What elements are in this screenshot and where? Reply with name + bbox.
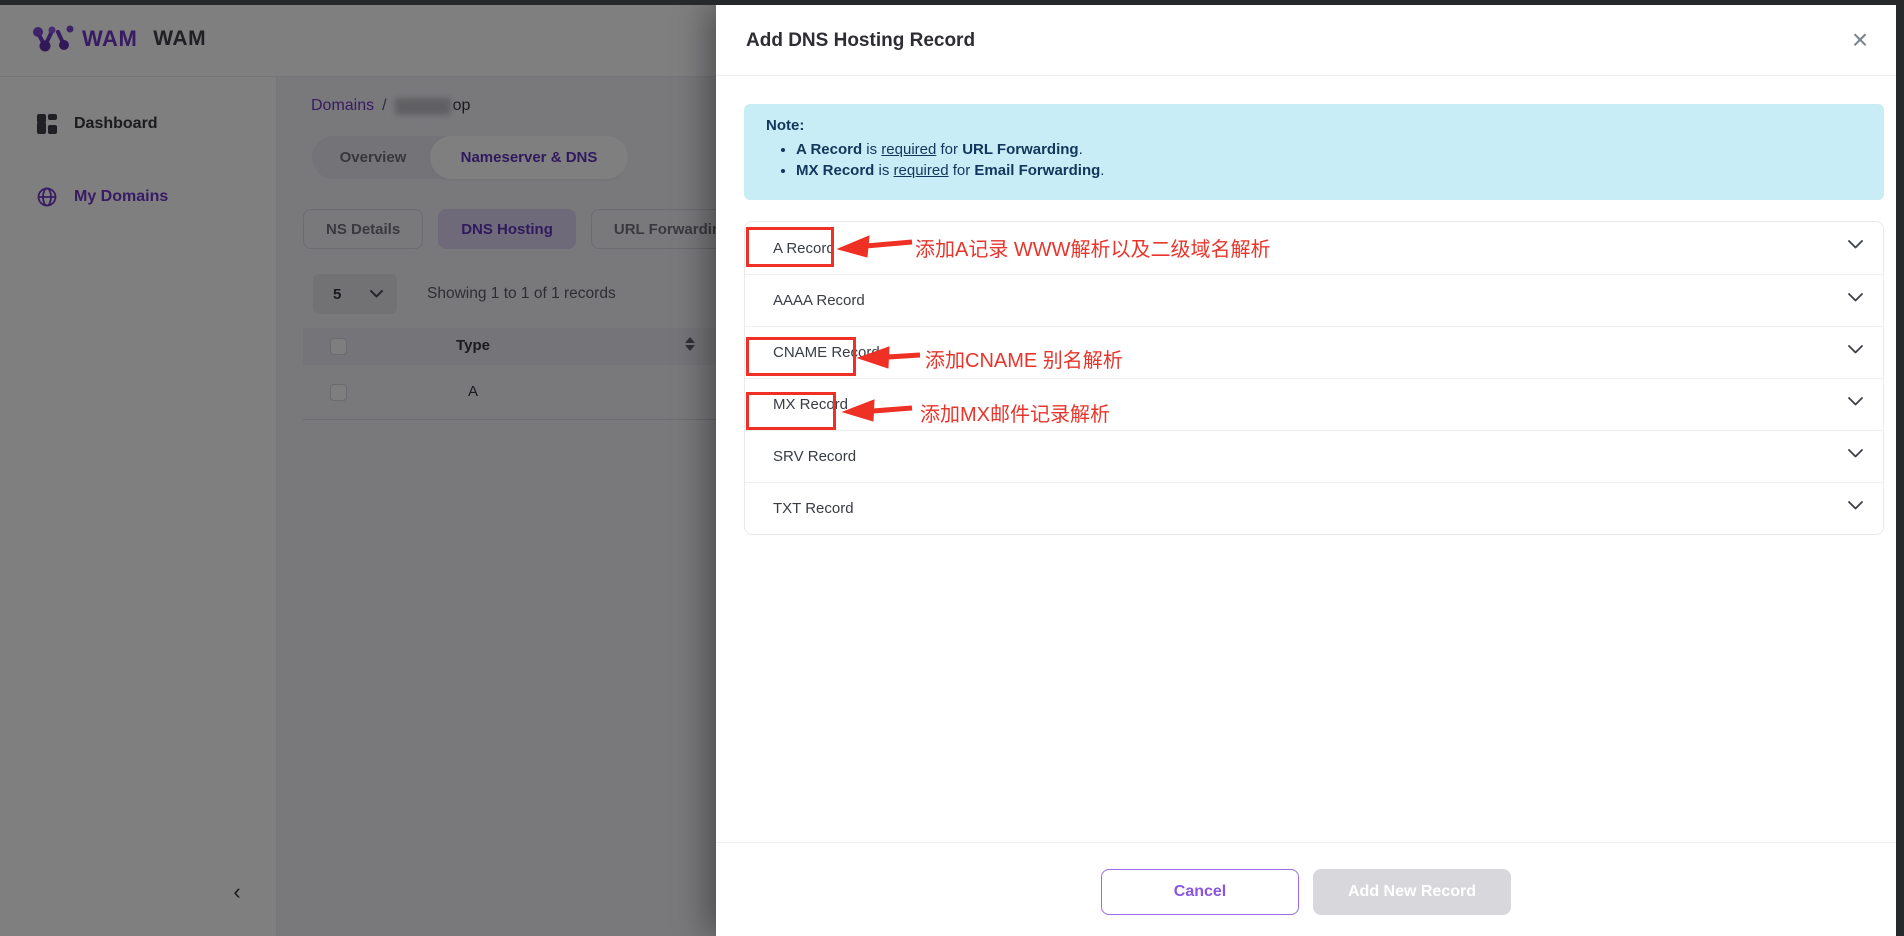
accordion-aaaa-record[interactable]: AAAA Record <box>745 274 1883 326</box>
note-box: Note: A Record is required for URL Forwa… <box>744 104 1884 200</box>
accordion-cname-record[interactable]: CNAME Record <box>745 326 1883 378</box>
chevron-down-icon <box>1848 240 1863 249</box>
add-dns-hosting-record-modal: Add DNS Hosting Record × Note: A Record … <box>716 5 1896 936</box>
chevron-down-icon <box>1848 501 1863 510</box>
note-item-mx-record: MX Record is required for Email Forwardi… <box>796 160 1862 181</box>
screen-right-edge <box>1896 0 1904 936</box>
cancel-button[interactable]: Cancel <box>1101 869 1299 915</box>
add-new-record-button[interactable]: Add New Record <box>1313 869 1511 915</box>
chevron-down-icon <box>1848 449 1863 458</box>
close-icon[interactable]: × <box>1851 24 1869 55</box>
note-title: Note: <box>766 117 805 134</box>
chevron-down-icon <box>1848 293 1863 302</box>
note-list: A Record is required for URL Forwarding.… <box>766 139 1862 181</box>
modal-header: Add DNS Hosting Record × <box>716 5 1896 76</box>
accordion-a-record[interactable]: A Record <box>745 222 1883 274</box>
accordion-mx-record[interactable]: MX Record <box>745 378 1883 430</box>
record-type-accordion: A Record AAAA Record CNAME Record MX Rec… <box>744 221 1884 535</box>
accordion-txt-record[interactable]: TXT Record <box>745 482 1883 534</box>
modal-title: Add DNS Hosting Record <box>746 30 976 51</box>
accordion-srv-record[interactable]: SRV Record <box>745 430 1883 482</box>
note-item-a-record: A Record is required for URL Forwarding. <box>796 139 1862 160</box>
modal-footer: Cancel Add New Record <box>716 842 1896 936</box>
screen-top-edge <box>0 0 1904 5</box>
chevron-down-icon <box>1848 345 1863 354</box>
chevron-down-icon <box>1848 397 1863 406</box>
